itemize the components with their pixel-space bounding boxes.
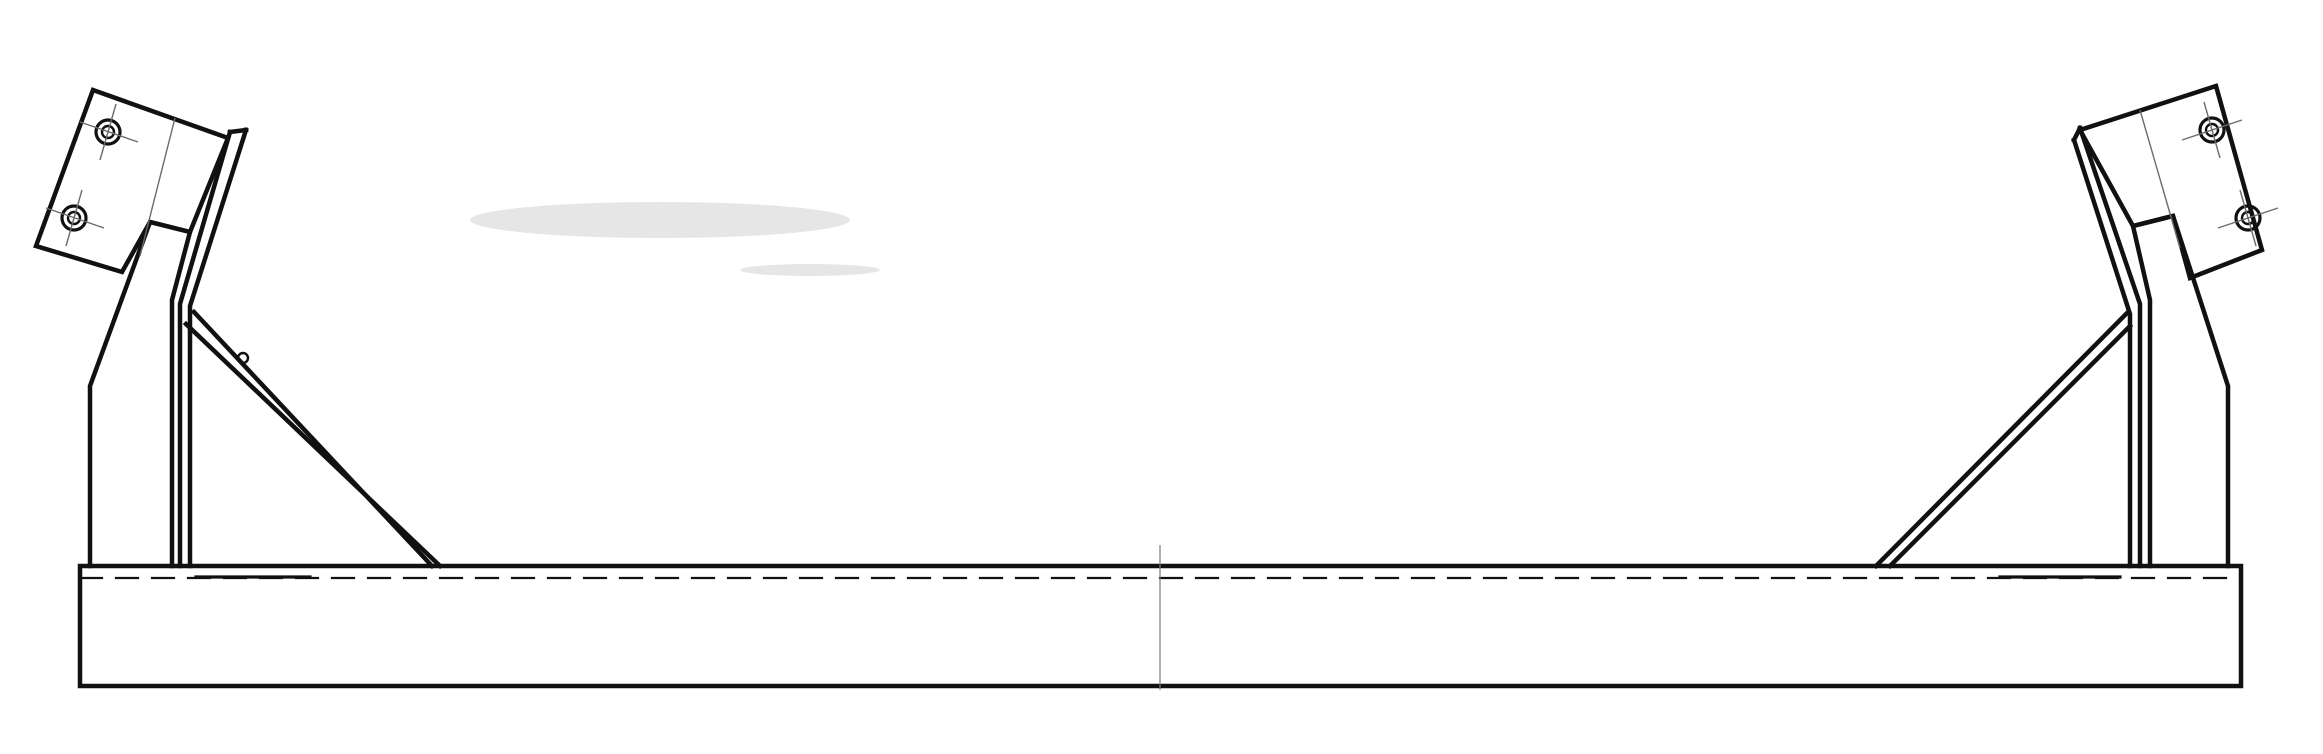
left-support-arm [87, 127, 249, 569]
bolt-hole-icon [45, 189, 105, 247]
bolt-hole-icon [2181, 101, 2243, 159]
right-support-arm [2070, 124, 2231, 569]
bolt-hole-icon [79, 103, 139, 161]
scan-smudges [470, 202, 880, 276]
left-diagonal-brace [182, 308, 450, 570]
left-bracket-plate [33, 87, 231, 275]
bolt-hole-icon [2217, 189, 2279, 247]
right-bracket-plate [2076, 83, 2279, 282]
right-diagonal-brace [1868, 308, 2134, 570]
